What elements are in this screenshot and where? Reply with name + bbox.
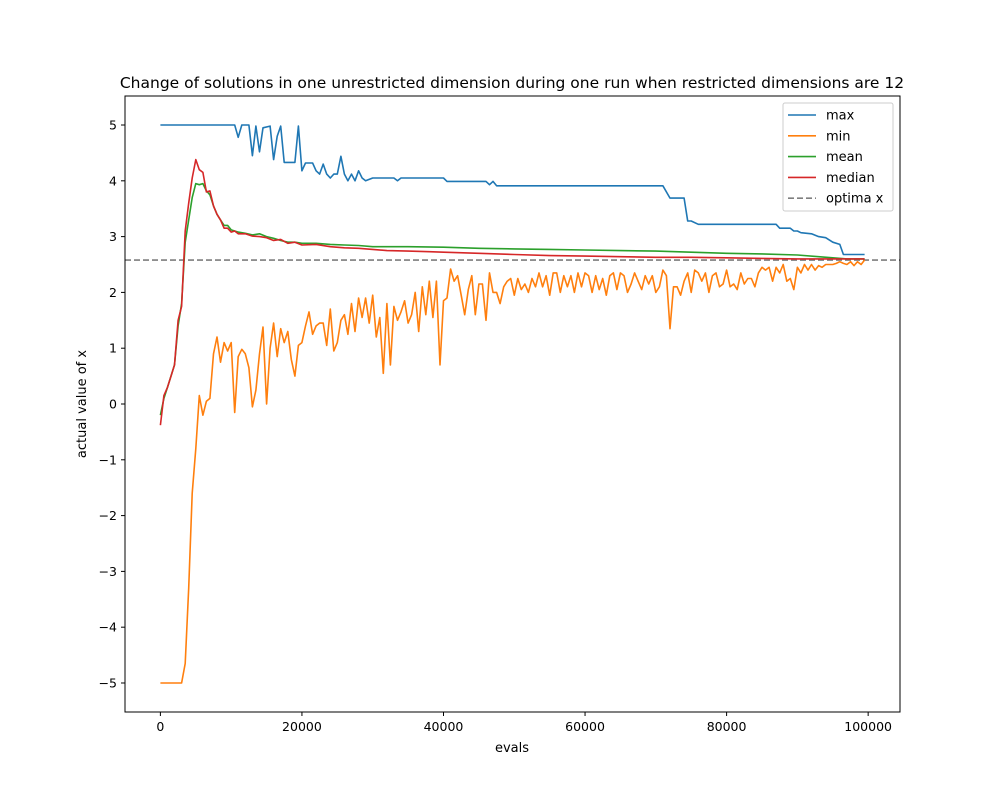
x-tick-label: 100000 — [844, 719, 892, 734]
y-tick-label: −5 — [99, 675, 117, 690]
y-tick-label: 1 — [109, 341, 117, 356]
legend-box — [782, 102, 894, 212]
x-axis-label: evals — [495, 741, 529, 756]
legend: max min mean median optima x — [782, 102, 894, 212]
legend-entry-label: median — [826, 171, 875, 186]
x-tick-label: 20000 — [282, 719, 322, 734]
x-axis-ticks: 0 20000 40000 60000 80000 100000 — [156, 712, 892, 734]
x-tick-label: 60000 — [565, 719, 605, 734]
y-tick-label: −1 — [99, 452, 117, 467]
series-line-max — [160, 124, 865, 256]
x-tick-label: 40000 — [424, 719, 464, 734]
y-tick-label: 5 — [109, 118, 117, 133]
y-tick-label: 4 — [109, 173, 117, 188]
y-tick-label: −2 — [99, 508, 117, 523]
x-tick-label: 80000 — [707, 719, 747, 734]
y-tick-label: 3 — [109, 229, 117, 244]
legend-entry-label: optima x — [826, 192, 884, 207]
series-line-median — [159, 158, 865, 426]
plot-content — [125, 124, 900, 684]
series-line-min — [160, 259, 866, 684]
y-axis-label: actual value of x — [75, 350, 90, 458]
y-tick-label: 2 — [109, 285, 117, 300]
chart-title: Change of solutions in one unrestricted … — [120, 74, 904, 92]
y-tick-label: 0 — [109, 397, 117, 412]
x-tick-label: 0 — [156, 719, 164, 734]
legend-entry-label: max — [826, 109, 855, 124]
y-tick-label: −4 — [99, 620, 117, 635]
legend-entry-label: min — [826, 129, 851, 144]
y-axis-ticks: −5 −4 −3 −2 −1 0 1 2 3 4 5 — [99, 118, 125, 690]
series-line-mean — [159, 182, 865, 416]
y-tick-label: −3 — [99, 564, 117, 579]
legend-entry-label: mean — [826, 150, 863, 165]
